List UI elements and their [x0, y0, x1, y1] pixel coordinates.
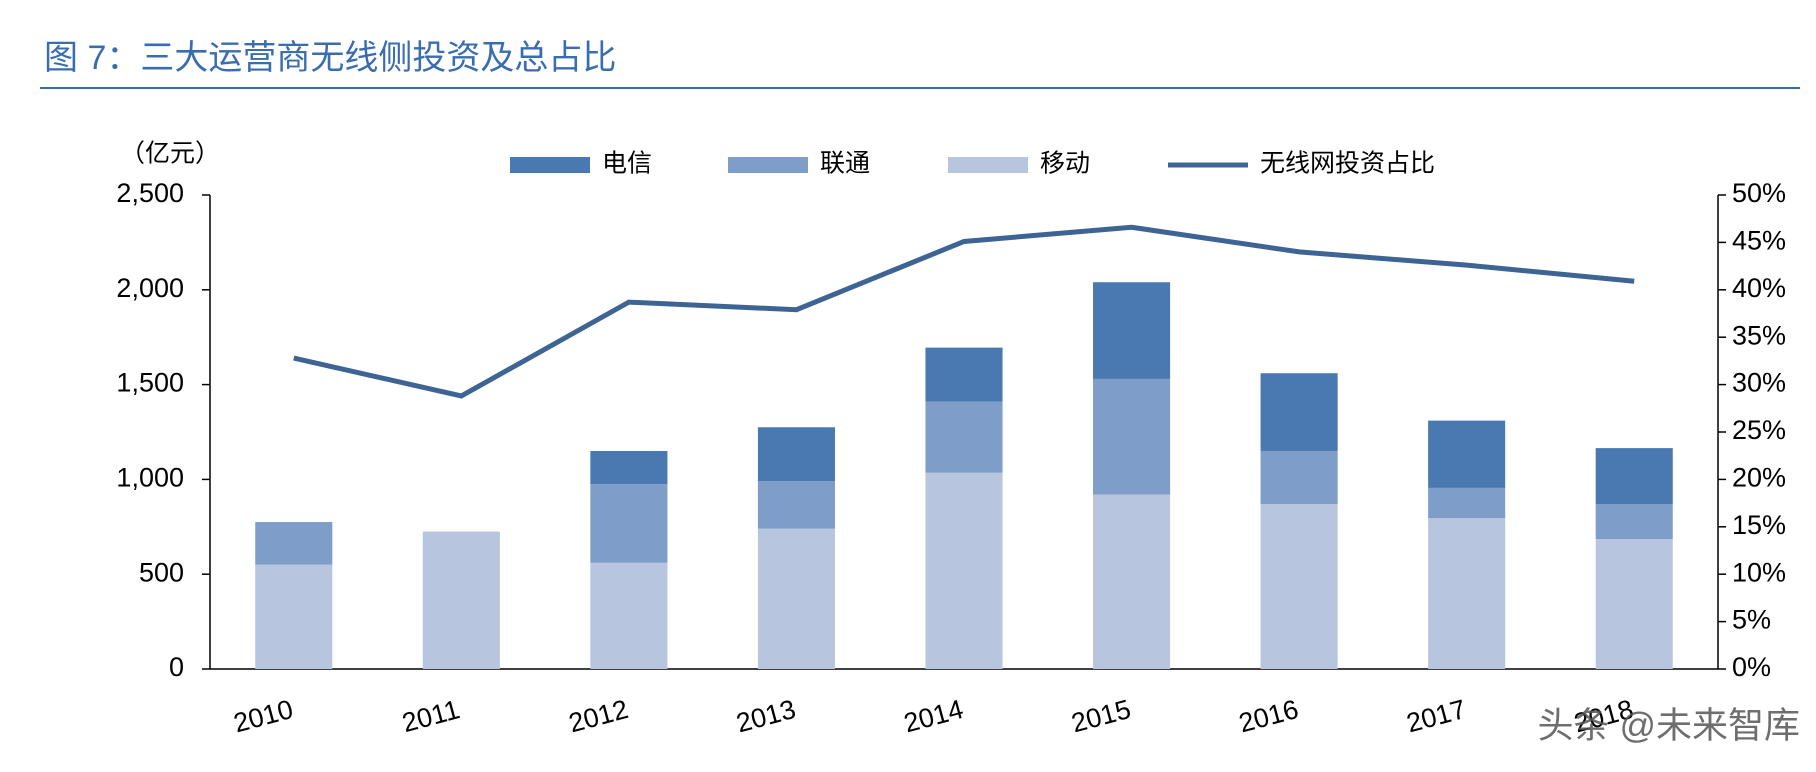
y-tick-label: 0	[169, 652, 184, 682]
y2-tick-label: 20%	[1732, 463, 1786, 493]
bar-segment	[1260, 373, 1338, 451]
legend-swatch	[948, 157, 1028, 173]
y-tick-label: 1,500	[116, 368, 184, 398]
x-tick-label: 2016	[1236, 694, 1302, 739]
bar-segment	[255, 522, 333, 565]
bar-segment	[1093, 282, 1171, 379]
bar-segment	[1595, 504, 1673, 540]
bar-segment	[1260, 450, 1338, 505]
bar-segment	[1595, 539, 1673, 669]
y-tick-label: 1,000	[116, 463, 184, 493]
y-tick-label: 2,500	[116, 178, 184, 208]
bar-segment	[590, 484, 668, 563]
y2-tick-label: 15%	[1732, 510, 1786, 540]
bar-segment	[255, 564, 333, 669]
y2-tick-label: 45%	[1732, 226, 1786, 256]
y2-tick-label: 10%	[1732, 557, 1786, 587]
bar-segment	[1428, 420, 1506, 488]
legend-label: 无线网投资占比	[1260, 150, 1435, 178]
y2-tick-label: 30%	[1732, 368, 1786, 398]
bar-segment	[1260, 504, 1338, 669]
x-tick-label: 2017	[1403, 694, 1469, 739]
y2-tick-label: 50%	[1732, 178, 1786, 208]
y-tick-label: 500	[139, 557, 184, 587]
legend-swatch	[510, 157, 590, 173]
bar-segment	[590, 562, 668, 669]
y2-tick-label: 35%	[1732, 320, 1786, 350]
x-tick-label: 2012	[566, 694, 632, 739]
x-tick-label: 2014	[901, 694, 967, 739]
y2-tick-label: 25%	[1732, 415, 1786, 445]
watermark: 头条 @未来智库	[1537, 705, 1800, 746]
y2-tick-label: 0%	[1732, 652, 1771, 682]
legend-label: 联通	[820, 150, 870, 178]
bar-segment	[925, 401, 1003, 473]
legend-swatch	[728, 157, 808, 173]
legend-label: 电信	[602, 150, 652, 178]
line-series	[293, 224, 1635, 399]
x-tick-label: 2013	[733, 694, 799, 739]
x-tick-label: 2015	[1068, 694, 1134, 739]
bar-segment	[1428, 518, 1506, 669]
y2-tick-label: 40%	[1732, 273, 1786, 303]
x-tick-label: 2010	[230, 694, 296, 739]
bar-segment	[422, 531, 500, 669]
y-axis-label: （亿元）	[120, 140, 220, 168]
bar-segment	[1595, 448, 1673, 505]
bar-segment	[925, 472, 1003, 669]
y2-tick-label: 5%	[1732, 605, 1771, 635]
x-tick-label: 2011	[399, 694, 463, 738]
bar-segment	[1093, 494, 1171, 669]
bar-segment	[925, 347, 1003, 402]
bar-segment	[590, 450, 668, 485]
bar-segment	[757, 528, 835, 669]
bar-segment	[757, 427, 835, 482]
bar-segment	[1093, 378, 1171, 495]
chart-title: 图 7：三大运营商无线侧投资及总占比	[44, 39, 616, 77]
bar-segment	[1428, 487, 1506, 519]
legend-label: 移动	[1040, 150, 1090, 178]
bar-segment	[757, 481, 835, 529]
y-tick-label: 2,000	[116, 273, 184, 303]
